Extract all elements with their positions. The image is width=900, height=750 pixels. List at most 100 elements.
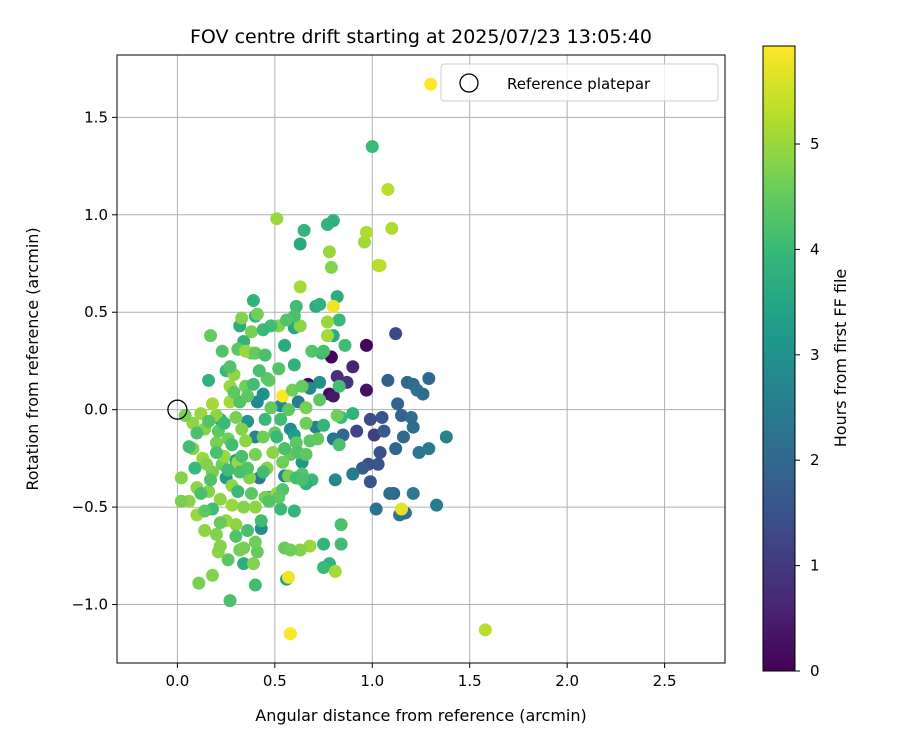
data-point bbox=[281, 570, 295, 584]
data-point bbox=[389, 442, 403, 456]
data-point bbox=[174, 471, 188, 485]
data-point bbox=[293, 319, 307, 333]
data-point bbox=[281, 403, 295, 417]
colorbar-title: Hours from first FF file bbox=[831, 269, 850, 448]
data-point bbox=[478, 623, 492, 637]
colorbar-tick-label: 5 bbox=[810, 135, 820, 153]
data-point bbox=[241, 523, 255, 537]
x-tick-label: 2.0 bbox=[555, 672, 579, 690]
data-point bbox=[246, 377, 260, 391]
data-point bbox=[320, 315, 334, 329]
data-point bbox=[326, 389, 340, 403]
data-point bbox=[299, 447, 313, 461]
data-point bbox=[289, 436, 303, 450]
data-point bbox=[190, 426, 204, 440]
data-point bbox=[217, 416, 231, 430]
colorbar-tick-label: 3 bbox=[810, 346, 820, 364]
legend-box bbox=[440, 63, 719, 102]
data-point bbox=[229, 410, 243, 424]
data-point bbox=[395, 502, 409, 516]
data-point bbox=[381, 373, 395, 387]
data-point bbox=[188, 461, 202, 475]
data-point bbox=[274, 412, 288, 426]
data-point bbox=[295, 379, 309, 393]
y-axis: −1.0 −0.5 0.0 0.5 1.0 1.5 bbox=[72, 108, 117, 614]
data-point bbox=[377, 424, 391, 438]
data-point bbox=[202, 373, 216, 387]
data-point bbox=[235, 311, 249, 325]
data-point bbox=[389, 327, 403, 341]
data-points bbox=[174, 77, 492, 641]
chart-title: FOV centre drift starting at 2025/07/23 … bbox=[190, 26, 652, 48]
data-point bbox=[256, 430, 270, 444]
data-point bbox=[213, 539, 227, 553]
data-point bbox=[332, 379, 346, 393]
data-point bbox=[264, 401, 278, 415]
data-point bbox=[248, 447, 262, 461]
data-point bbox=[276, 455, 290, 469]
data-point bbox=[278, 442, 292, 456]
data-point bbox=[334, 537, 348, 551]
data-point bbox=[383, 486, 397, 500]
data-point bbox=[346, 360, 360, 374]
data-point bbox=[283, 543, 297, 557]
data-point bbox=[235, 422, 249, 436]
data-point bbox=[359, 383, 373, 397]
data-point bbox=[373, 446, 387, 460]
data-point bbox=[229, 518, 243, 532]
data-point bbox=[231, 485, 245, 499]
data-point bbox=[182, 440, 196, 454]
data-point bbox=[192, 576, 206, 590]
data-point bbox=[311, 432, 325, 446]
data-point bbox=[248, 535, 262, 549]
data-point bbox=[198, 523, 212, 537]
data-point bbox=[303, 539, 317, 553]
data-point bbox=[280, 313, 294, 327]
data-point bbox=[256, 465, 270, 479]
data-point bbox=[330, 409, 344, 423]
data-point bbox=[246, 557, 260, 571]
data-point bbox=[367, 428, 381, 442]
data-point bbox=[332, 313, 346, 327]
data-point bbox=[430, 498, 444, 512]
colorbar-gradient bbox=[762, 45, 796, 672]
data-point bbox=[293, 237, 307, 251]
data-point bbox=[246, 294, 260, 308]
data-point bbox=[215, 344, 229, 358]
data-point bbox=[356, 461, 370, 475]
colorbar: 0 1 2 3 4 5 Hours from first FF file bbox=[762, 45, 850, 680]
data-point bbox=[305, 344, 319, 358]
data-point bbox=[223, 360, 237, 374]
data-point bbox=[326, 299, 340, 313]
data-point bbox=[336, 428, 350, 442]
colorbar-tick-label: 1 bbox=[810, 557, 820, 575]
data-point bbox=[237, 541, 251, 555]
data-point bbox=[174, 494, 188, 508]
data-point bbox=[326, 214, 340, 228]
data-point bbox=[346, 467, 360, 481]
data-point bbox=[254, 514, 268, 528]
x-tick-label: 1.5 bbox=[458, 672, 482, 690]
data-point bbox=[205, 568, 219, 582]
data-point bbox=[320, 329, 334, 343]
data-point bbox=[338, 338, 352, 352]
data-point bbox=[317, 344, 331, 358]
data-point bbox=[266, 446, 280, 460]
data-point bbox=[250, 545, 264, 559]
x-tick-label: 0.5 bbox=[263, 672, 287, 690]
data-point bbox=[248, 500, 262, 514]
data-point bbox=[209, 436, 223, 450]
legend-reference-marker bbox=[459, 73, 479, 93]
data-point bbox=[328, 564, 342, 578]
data-point bbox=[239, 434, 253, 448]
data-point bbox=[223, 594, 237, 608]
data-point bbox=[209, 527, 223, 541]
data-point bbox=[293, 280, 307, 294]
data-point bbox=[324, 260, 338, 274]
data-point bbox=[276, 389, 290, 403]
data-point bbox=[287, 358, 301, 372]
x-tick-label: 0.0 bbox=[165, 672, 189, 690]
y-tick-label: 1.0 bbox=[84, 206, 108, 224]
data-point bbox=[371, 457, 385, 471]
